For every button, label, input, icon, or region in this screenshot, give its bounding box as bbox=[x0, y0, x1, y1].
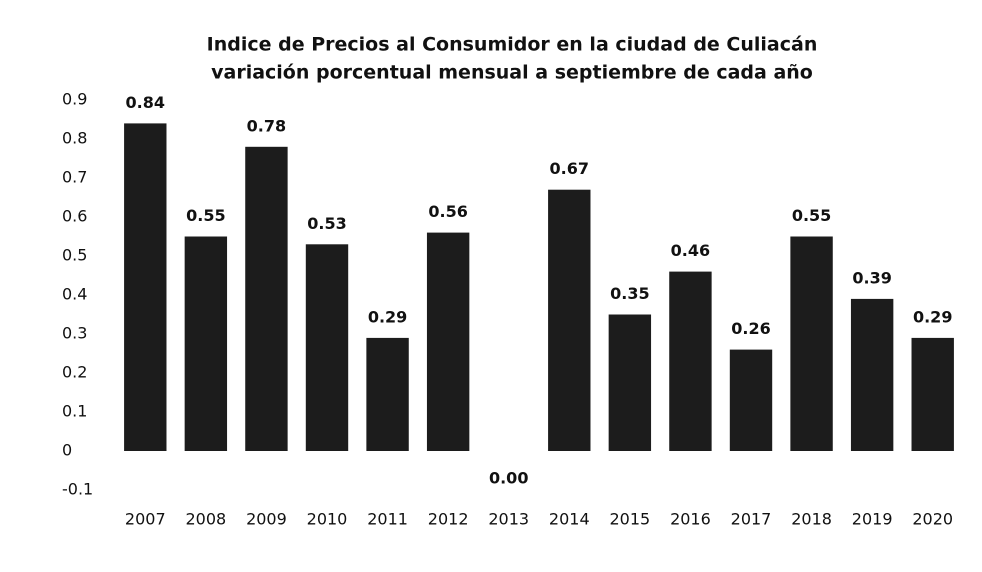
y-tick-label: 0.7 bbox=[62, 168, 87, 187]
x-tick-label: 2007 bbox=[125, 510, 166, 529]
data-label: 0.26 bbox=[731, 319, 770, 338]
x-tick-label: 2013 bbox=[488, 510, 529, 529]
x-tick-label: 2015 bbox=[609, 510, 650, 529]
y-tick-label: 0.6 bbox=[62, 207, 87, 226]
bar bbox=[124, 123, 167, 452]
data-label: 0.84 bbox=[126, 93, 165, 112]
data-label: 0.29 bbox=[368, 307, 407, 326]
bar bbox=[729, 349, 773, 451]
data-label: 0.78 bbox=[247, 116, 286, 135]
data-label: 0.29 bbox=[913, 307, 952, 326]
bar bbox=[305, 244, 349, 451]
x-tick-label: 2009 bbox=[246, 510, 287, 529]
y-tick-label: 0.9 bbox=[62, 90, 87, 109]
y-tick-label: 0.5 bbox=[62, 246, 87, 265]
data-label: 0.55 bbox=[186, 206, 225, 225]
y-tick-label: 0.4 bbox=[62, 285, 87, 304]
bar bbox=[184, 236, 228, 451]
data-label: 0.39 bbox=[852, 268, 891, 287]
bar bbox=[850, 298, 894, 451]
x-tick-label: 2017 bbox=[731, 510, 772, 529]
x-tick-label: 2011 bbox=[367, 510, 408, 529]
bar bbox=[366, 337, 409, 451]
x-tick-label: 2018 bbox=[791, 510, 832, 529]
x-tick-label: 2019 bbox=[852, 510, 893, 529]
x-tick-label: 2008 bbox=[185, 510, 226, 529]
x-tick-label: 2016 bbox=[670, 510, 711, 529]
y-tick-label: 0.1 bbox=[62, 402, 87, 421]
y-tick-label: 0 bbox=[62, 441, 72, 460]
data-label: 0.00 bbox=[489, 469, 528, 488]
data-label: 0.53 bbox=[307, 214, 346, 233]
data-label: 0.56 bbox=[428, 202, 467, 221]
bar bbox=[669, 271, 712, 451]
bar bbox=[245, 146, 288, 452]
y-tick-label: 0.3 bbox=[62, 324, 87, 343]
bar bbox=[548, 189, 591, 451]
x-tick-label: 2020 bbox=[912, 510, 953, 529]
x-tick-label: 2012 bbox=[428, 510, 469, 529]
x-tick-label: 2010 bbox=[307, 510, 348, 529]
bar bbox=[911, 337, 954, 451]
x-tick-label: 2014 bbox=[549, 510, 590, 529]
chart-subtitle: variación porcentual mensual a septiembr… bbox=[211, 62, 813, 84]
y-tick-label: -0.1 bbox=[62, 480, 93, 499]
data-label: 0.35 bbox=[610, 284, 649, 303]
y-tick-label: 0.2 bbox=[62, 363, 87, 382]
data-label: 0.55 bbox=[792, 206, 831, 225]
bar bbox=[426, 232, 470, 451]
data-label: 0.46 bbox=[671, 241, 710, 260]
bar bbox=[790, 236, 833, 451]
y-tick-label: 0.8 bbox=[62, 129, 87, 148]
chart-title: Indice de Precios al Consumidor en la ci… bbox=[207, 34, 818, 56]
bar bbox=[608, 314, 652, 451]
data-label: 0.67 bbox=[550, 159, 589, 178]
